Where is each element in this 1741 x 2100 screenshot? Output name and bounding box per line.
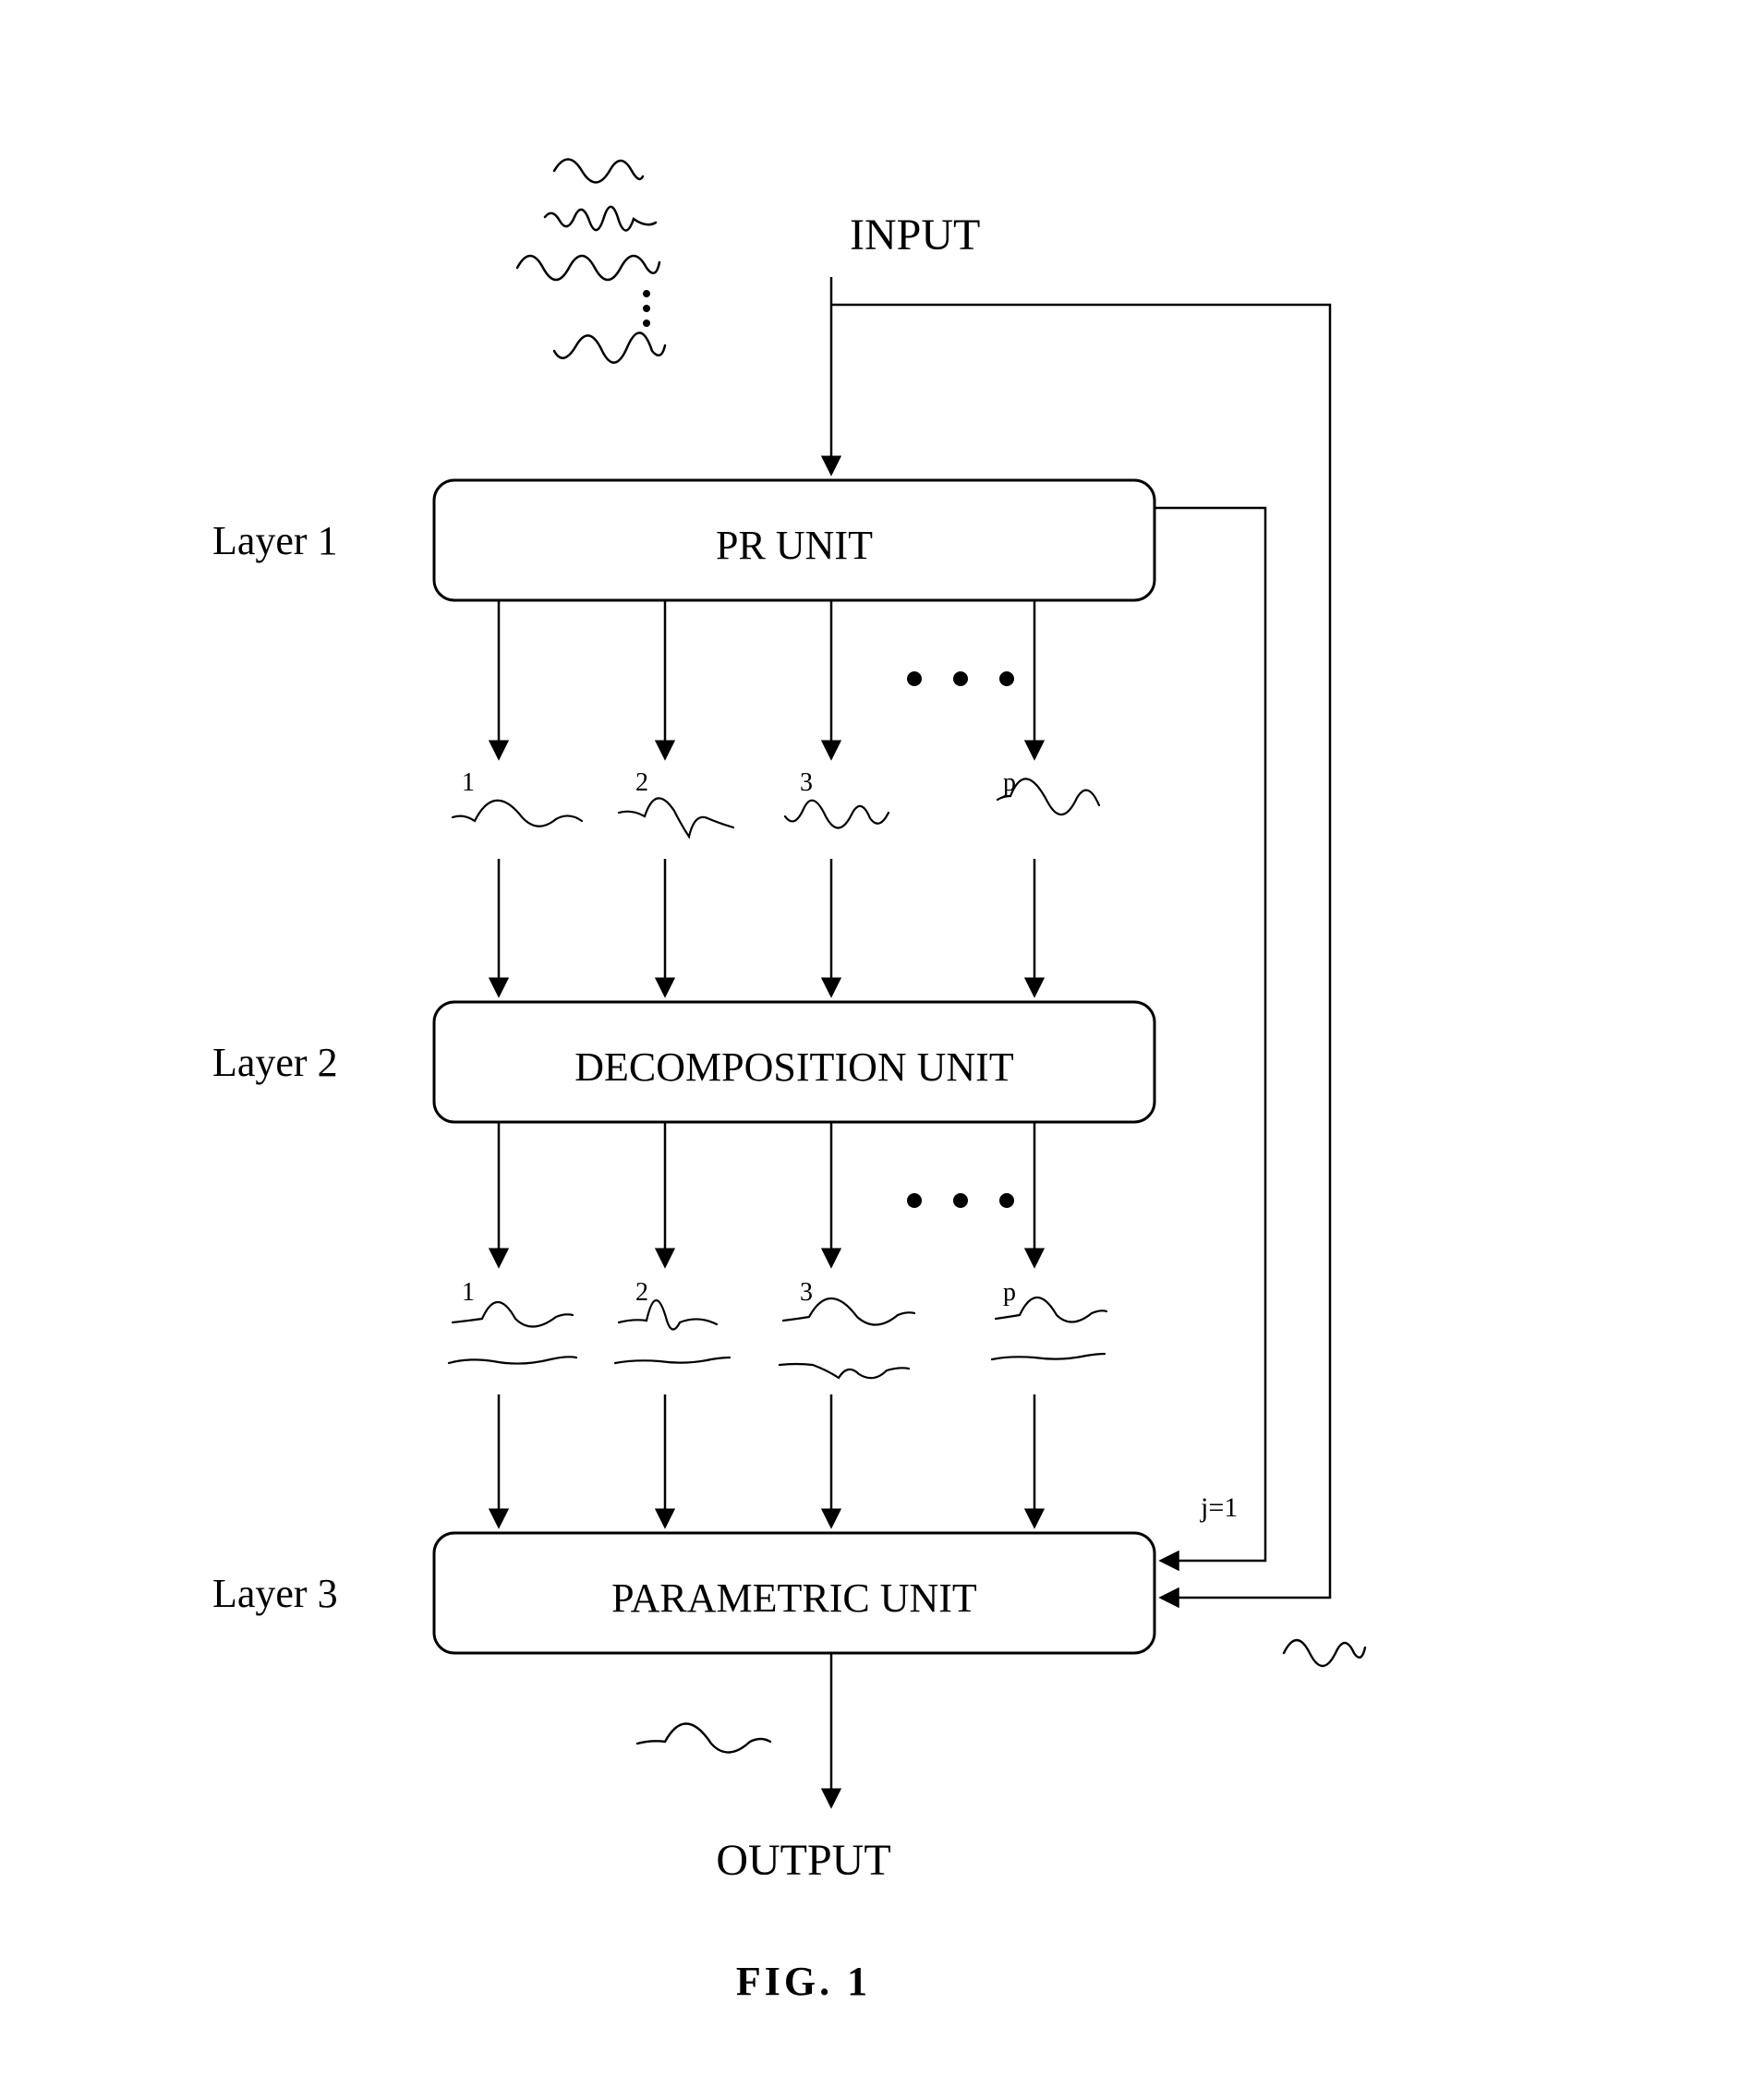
feedback-inner — [1155, 508, 1265, 1561]
idx2-1: 1 — [462, 1278, 475, 1307]
idx2-2: 2 — [635, 1278, 648, 1307]
arrows-into-decomp — [499, 859, 1034, 995]
arrows-into-param — [499, 1394, 1034, 1526]
feedback-squiggle — [1284, 1640, 1365, 1666]
signals-row-2 — [449, 1297, 1106, 1378]
signals-row-1-idx: 1 2 3 p — [462, 768, 1016, 797]
pr-unit-label: PR UNIT — [716, 523, 873, 568]
ellipsis-decomp — [907, 1193, 1014, 1208]
layer-2-label: Layer 2 — [212, 1040, 338, 1085]
idx2-3: 3 — [800, 1278, 813, 1307]
input-signals — [517, 160, 665, 363]
idx-2: 2 — [635, 768, 648, 797]
output-squiggle — [637, 1723, 770, 1752]
idx-3: 3 — [800, 768, 813, 797]
decomp-unit-label: DECOMPOSITION UNIT — [574, 1044, 1014, 1090]
idx2-p: p — [1003, 1278, 1016, 1307]
input-label: INPUT — [850, 211, 980, 259]
feedback-label: j=1 — [1200, 1492, 1238, 1523]
param-unit-label: PARAMETRIC UNIT — [611, 1575, 977, 1621]
signals-row-1 — [453, 778, 1099, 837]
layer-1-label: Layer 1 — [212, 518, 338, 563]
feedback-outer — [831, 305, 1330, 1598]
diagram-svg: INPUT Layer 1 PR UNIT 1 2 — [0, 0, 1741, 2100]
idx-1: 1 — [462, 768, 475, 797]
layer-3-label: Layer 3 — [212, 1571, 338, 1616]
ellipsis-pr — [907, 671, 1014, 686]
output-label: OUTPUT — [716, 1836, 890, 1885]
signals-row-2-idx: 1 2 3 p — [462, 1278, 1016, 1307]
idx-p: p — [1003, 768, 1016, 797]
arrows-decomp-out — [499, 1122, 1034, 1265]
figure-1: INPUT Layer 1 PR UNIT 1 2 — [0, 0, 1741, 2100]
input-signals-vdots — [643, 290, 650, 327]
figure-caption: FIG. 1 — [736, 1959, 871, 2004]
